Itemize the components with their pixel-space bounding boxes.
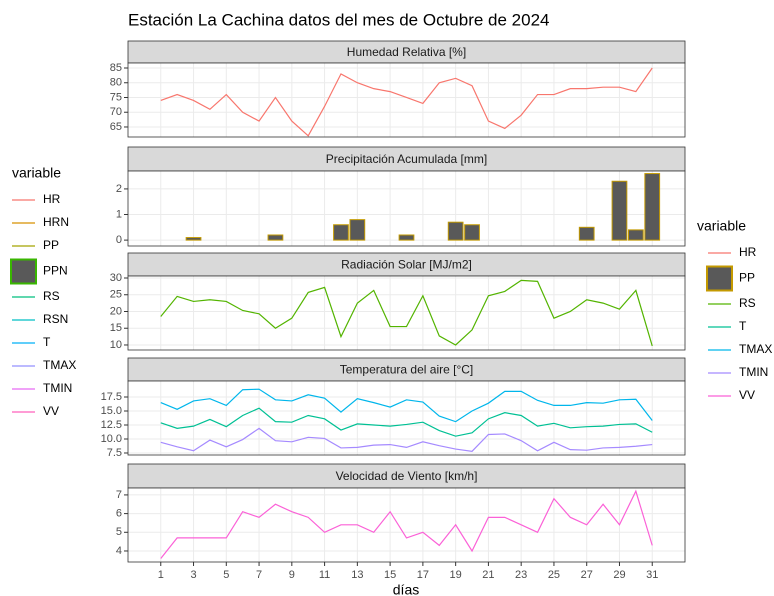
y-tick-label: 6 bbox=[116, 508, 122, 520]
y-tick-label: 65 bbox=[110, 121, 122, 133]
y-tick-label: 75 bbox=[110, 91, 122, 103]
x-tick-label: 25 bbox=[548, 569, 560, 581]
line bbox=[160, 388, 653, 423]
strip-label: Precipitación Acumulada [mm] bbox=[326, 152, 487, 166]
legend-label: PPN bbox=[43, 264, 68, 278]
line bbox=[160, 407, 653, 437]
y-tick-label: 15 bbox=[110, 322, 122, 334]
panel-background bbox=[128, 276, 685, 350]
legend-label: RS bbox=[739, 296, 756, 310]
chart-title: Estación La Cachina datos del mes de Oct… bbox=[128, 10, 550, 29]
legend-label: VV bbox=[739, 388, 755, 402]
strip-label: Radiación Solar [MJ/m2] bbox=[341, 258, 472, 272]
x-tick-label: 7 bbox=[256, 569, 262, 581]
legend-label: RS bbox=[43, 289, 60, 303]
legend-label: TMAX bbox=[739, 342, 772, 356]
panel-background bbox=[128, 488, 685, 562]
legend-label: HRN bbox=[43, 215, 69, 229]
strip-label: Velocidad de Viento [km/h] bbox=[336, 469, 478, 483]
panel-background bbox=[128, 381, 685, 455]
y-tick-label: 17.5 bbox=[101, 391, 122, 403]
y-tick-label: 0 bbox=[116, 234, 122, 246]
legend-label: TMIN bbox=[739, 365, 768, 379]
y-tick-label: 5 bbox=[116, 526, 122, 538]
x-tick-label: 13 bbox=[351, 569, 363, 581]
legend-label: TMAX bbox=[43, 358, 76, 372]
x-tick-label: 17 bbox=[417, 569, 429, 581]
bar bbox=[333, 224, 349, 241]
x-tick-label: 11 bbox=[319, 569, 330, 581]
panel-border bbox=[127, 275, 686, 351]
legend-label: PP bbox=[739, 271, 755, 285]
legend-title: variable bbox=[12, 165, 61, 181]
strip-label: Temperatura del aire [°C] bbox=[340, 363, 474, 377]
y-tick-label: 10 bbox=[110, 339, 122, 351]
y-tick-label: 85 bbox=[110, 62, 122, 74]
y-tick-label: 12.5 bbox=[101, 419, 122, 431]
y-tick-label: 20 bbox=[110, 305, 122, 317]
x-tick-label: 1 bbox=[158, 569, 164, 581]
y-tick-label: 7 bbox=[116, 489, 122, 501]
bar bbox=[267, 234, 284, 241]
legend-label: T bbox=[43, 335, 51, 349]
strip bbox=[127, 146, 686, 172]
strip bbox=[127, 463, 686, 489]
y-tick-label: 1 bbox=[116, 208, 122, 220]
y-tick-label: 15.0 bbox=[101, 405, 122, 417]
bar bbox=[349, 219, 366, 241]
x-tick-label: 15 bbox=[384, 569, 396, 581]
y-tick-label: 70 bbox=[110, 106, 122, 118]
legend-label: VV bbox=[43, 404, 59, 418]
strip-label: Humedad Relativa [%] bbox=[347, 45, 466, 59]
bar bbox=[185, 237, 202, 241]
panel-background bbox=[128, 63, 685, 137]
y-tick-label: 30 bbox=[110, 272, 122, 284]
legend-label: RSN bbox=[43, 312, 68, 326]
x-tick-label: 21 bbox=[482, 569, 494, 581]
bar bbox=[447, 221, 464, 241]
y-tick-label: 4 bbox=[116, 545, 122, 557]
y-tick-label: 7.5 bbox=[107, 447, 122, 459]
legend-label: HR bbox=[739, 245, 757, 259]
line bbox=[160, 427, 653, 452]
bar bbox=[644, 173, 661, 241]
legend-title: variable bbox=[697, 218, 746, 234]
x-tick-label: 5 bbox=[223, 569, 229, 581]
y-tick-label: 2 bbox=[116, 183, 122, 195]
panel-border bbox=[127, 170, 686, 247]
line bbox=[160, 67, 653, 137]
x-tick-label: 19 bbox=[450, 569, 462, 581]
panel-border bbox=[127, 487, 686, 563]
line bbox=[160, 279, 653, 347]
bar bbox=[578, 226, 595, 241]
bar bbox=[398, 234, 415, 241]
x-tick-label: 9 bbox=[289, 569, 295, 581]
legend-label: HR bbox=[43, 192, 61, 206]
legend-key bbox=[10, 258, 37, 285]
bar bbox=[627, 229, 644, 241]
legend-key bbox=[706, 265, 733, 292]
panel-border bbox=[127, 380, 686, 456]
x-tick-label: 23 bbox=[515, 569, 527, 581]
y-tick-label: 25 bbox=[110, 289, 122, 301]
x-tick-label: 31 bbox=[646, 569, 658, 581]
panel-border bbox=[127, 62, 686, 138]
legend-label: PP bbox=[43, 238, 59, 252]
bar bbox=[464, 224, 480, 241]
x-tick-label: 29 bbox=[613, 569, 625, 581]
y-tick-label: 10.0 bbox=[101, 433, 122, 445]
x-tick-label: 3 bbox=[190, 569, 196, 581]
x-tick-label: 27 bbox=[581, 569, 593, 581]
y-tick-label: 80 bbox=[110, 77, 122, 89]
legend-label: TMIN bbox=[43, 381, 72, 395]
x-axis-label: días bbox=[393, 582, 419, 596]
bar bbox=[611, 180, 628, 241]
line bbox=[160, 489, 653, 559]
legend-label: T bbox=[739, 319, 747, 333]
